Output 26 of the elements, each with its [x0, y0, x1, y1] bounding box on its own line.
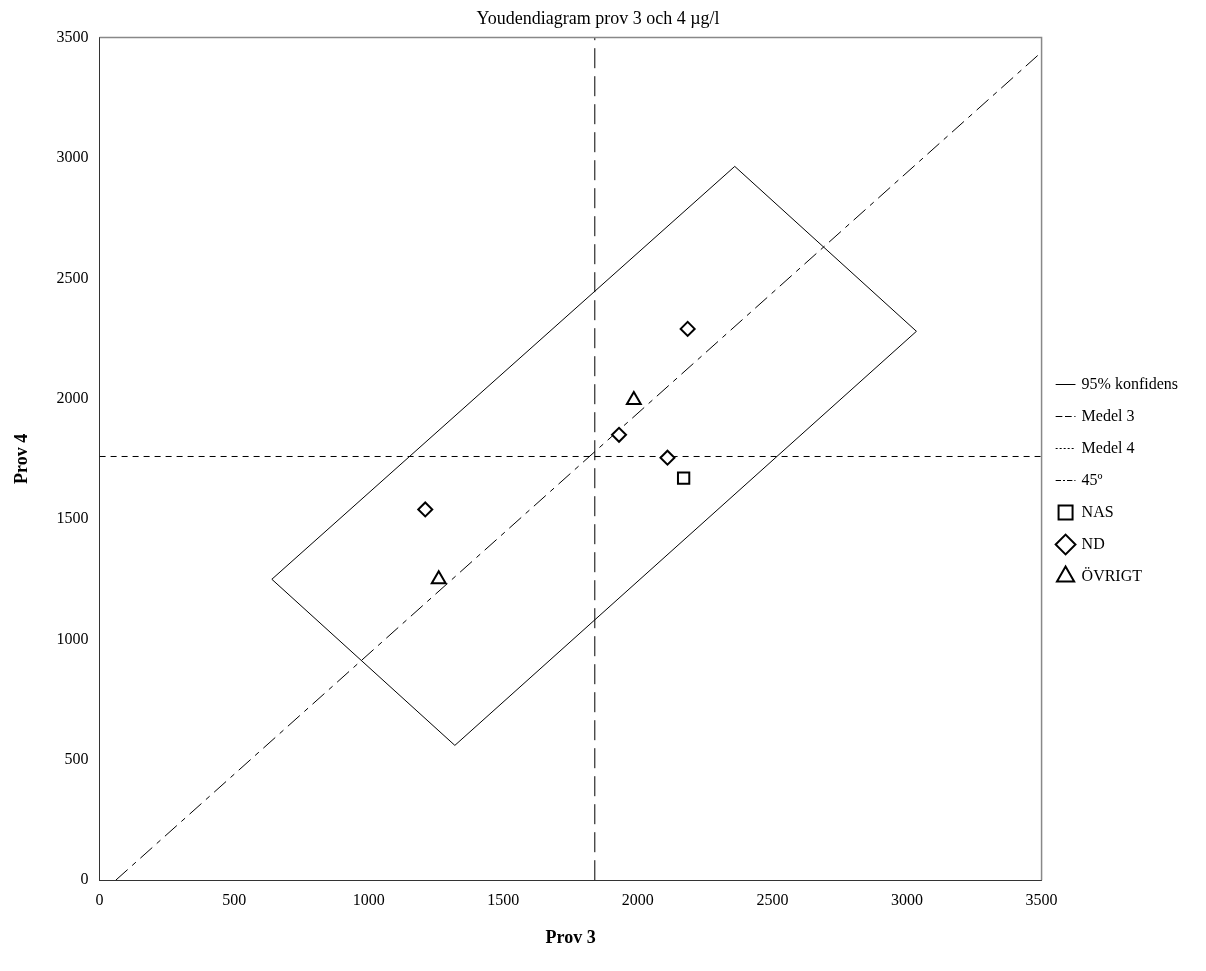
y-tick-label: 1500	[56, 509, 89, 527]
y-tick-label: 2000	[56, 388, 89, 406]
y-tick-label: 1000	[56, 629, 89, 647]
legend-label: Medel 4	[1081, 438, 1135, 456]
legend-label: ÖVRIGT	[1081, 566, 1143, 584]
x-tick-label: 3500	[1025, 891, 1058, 908]
x-tick-label: 3000	[891, 891, 923, 908]
y-tick-label: 500	[64, 750, 89, 768]
x-tick-label: 500	[222, 891, 247, 908]
x-tick-label: 2500	[756, 891, 789, 908]
legend-label: Medel 3	[1081, 406, 1135, 424]
legend-label: 45º	[1081, 470, 1103, 488]
y-tick-label: 2500	[56, 268, 89, 286]
x-tick-label: 1500	[487, 891, 520, 908]
y-tick-label: 3000	[56, 148, 89, 166]
y-tick-label: 3500	[56, 27, 89, 45]
x-tick-label: 1000	[352, 891, 385, 908]
legend-label: ND	[1081, 534, 1105, 552]
x-axis-title: Prov 3	[545, 926, 596, 947]
x-tick-label: 0	[95, 891, 104, 908]
legend-label: 95% konfidens	[1081, 374, 1179, 392]
x-tick-label: 2000	[621, 891, 654, 908]
y-axis-title: Prov 4	[11, 433, 32, 484]
y-tick-label: 0	[80, 870, 89, 888]
chart-title: Youdendiagram prov 3 och 4 µg/l	[476, 7, 720, 28]
legend-label: NAS	[1081, 502, 1114, 520]
